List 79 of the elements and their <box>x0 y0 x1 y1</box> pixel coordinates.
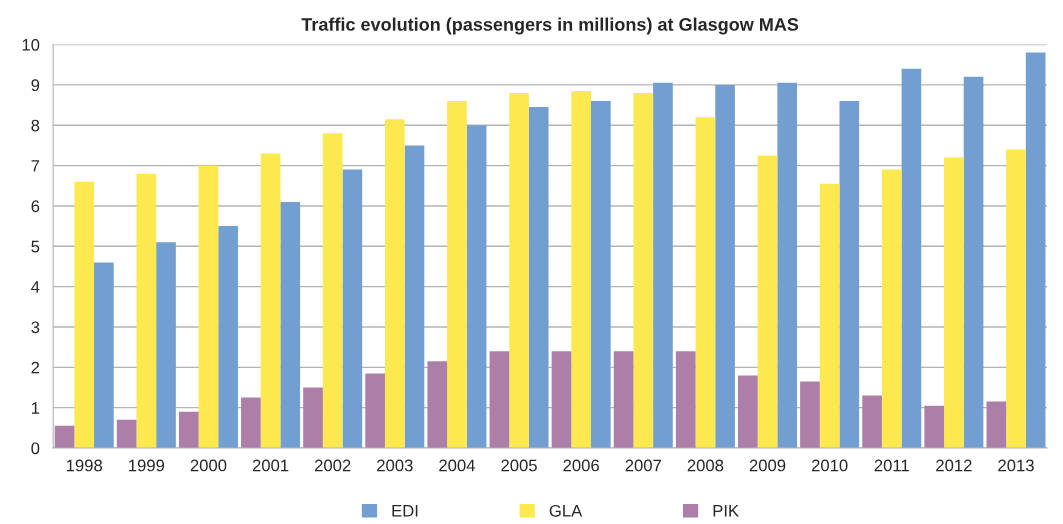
bar <box>136 173 157 449</box>
chart-title: Traffic evolution (passengers in millions) at Glasgow MAS <box>301 17 799 35</box>
bar <box>571 90 591 449</box>
y-tick-label: 6 <box>31 200 40 213</box>
y-tick-label: 9 <box>31 79 40 92</box>
bar <box>613 351 634 449</box>
bar <box>365 373 385 449</box>
bar <box>322 133 343 449</box>
y-tick-label: 0 <box>31 442 40 455</box>
bar <box>54 425 75 449</box>
bar <box>342 169 363 449</box>
y-tick-label: 4 <box>31 281 40 293</box>
bar <box>280 201 301 449</box>
legend-label: EDI <box>392 505 418 517</box>
x-tick-label: 2008 <box>687 459 724 472</box>
bar <box>528 107 549 449</box>
bar <box>695 117 716 449</box>
y-tick-label: 5 <box>31 240 40 253</box>
y-tick-label: 1 <box>31 402 40 414</box>
bar <box>963 76 984 449</box>
x-tick-label: 2005 <box>501 459 537 472</box>
bar <box>447 101 467 449</box>
y-tick-label: 3 <box>31 321 40 334</box>
x-tick-label: 2003 <box>377 459 413 472</box>
bar <box>1006 149 1026 449</box>
bar <box>509 92 529 449</box>
x-tick-label: 2011 <box>874 459 909 472</box>
bar <box>819 183 840 449</box>
bar <box>591 101 611 449</box>
bar <box>901 68 922 449</box>
bar <box>178 411 199 449</box>
x-tick-label: 1998 <box>66 459 103 472</box>
x-tick-label: 1999 <box>129 459 165 472</box>
y-tick-label: 2 <box>31 361 40 374</box>
legend-label: PIK <box>713 505 739 517</box>
bar <box>633 92 654 449</box>
bar <box>427 361 448 449</box>
bar <box>862 395 882 449</box>
bar <box>757 155 778 449</box>
x-tick-label: 2001 <box>252 459 289 472</box>
bar <box>924 405 945 449</box>
bar <box>675 351 696 449</box>
bar <box>800 381 820 449</box>
bar <box>94 262 114 449</box>
x-tick-label: 2004 <box>439 459 475 472</box>
bar <box>466 125 487 449</box>
x-tick-label: 2013 <box>998 459 1034 472</box>
bar <box>489 351 510 449</box>
bar <box>156 242 176 449</box>
x-tick-label: 2012 <box>936 459 972 472</box>
x-tick-label: 2000 <box>190 459 227 472</box>
bar <box>839 101 860 449</box>
legend-label: GLA <box>549 504 583 517</box>
x-tick-label: 2010 <box>811 459 848 472</box>
bar <box>777 82 798 449</box>
bar <box>653 82 673 449</box>
x-tick-label: 2002 <box>314 459 351 472</box>
bar <box>74 181 95 449</box>
x-tick-label: 2007 <box>625 459 661 472</box>
bar <box>1025 52 1046 449</box>
x-tick-label: 2009 <box>749 459 786 472</box>
y-tick-label: 7 <box>31 160 40 172</box>
y-tick-label: 10 <box>22 38 40 51</box>
bar <box>303 387 323 449</box>
bar <box>944 157 964 449</box>
bar <box>738 375 758 449</box>
bar <box>241 397 261 449</box>
x-tick-label: 2006 <box>563 459 599 472</box>
bar <box>881 169 902 449</box>
bar <box>384 119 405 449</box>
bar <box>551 351 572 449</box>
bar <box>404 145 425 449</box>
bar <box>715 84 735 449</box>
y-tick-label: 8 <box>31 119 40 132</box>
bar <box>260 153 281 449</box>
bar <box>198 165 219 449</box>
bar <box>986 401 1007 449</box>
bar <box>116 419 137 449</box>
bar <box>218 226 238 449</box>
